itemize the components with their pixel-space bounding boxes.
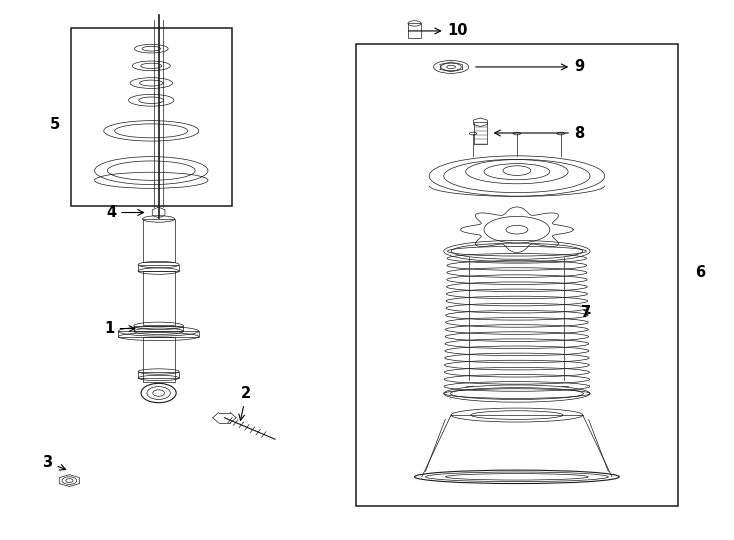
Text: 7: 7	[581, 306, 592, 320]
Text: 4: 4	[106, 205, 144, 220]
Bar	[138, 372, 179, 378]
Bar	[356, 44, 677, 507]
Bar	[142, 219, 175, 262]
Bar	[142, 336, 175, 382]
Bar	[408, 23, 421, 38]
Text: 1: 1	[104, 321, 135, 336]
Text: 10: 10	[409, 23, 468, 38]
Text: 9: 9	[476, 59, 584, 75]
Bar	[134, 326, 184, 331]
Bar	[71, 28, 232, 206]
Bar	[118, 331, 199, 336]
Text: 2: 2	[239, 386, 252, 420]
Bar	[142, 271, 175, 325]
Bar	[138, 265, 179, 271]
Text: 8: 8	[495, 125, 584, 140]
Text: 3: 3	[43, 455, 65, 470]
Bar	[473, 122, 487, 144]
Text: 5: 5	[50, 118, 60, 132]
Text: 6: 6	[694, 265, 705, 280]
